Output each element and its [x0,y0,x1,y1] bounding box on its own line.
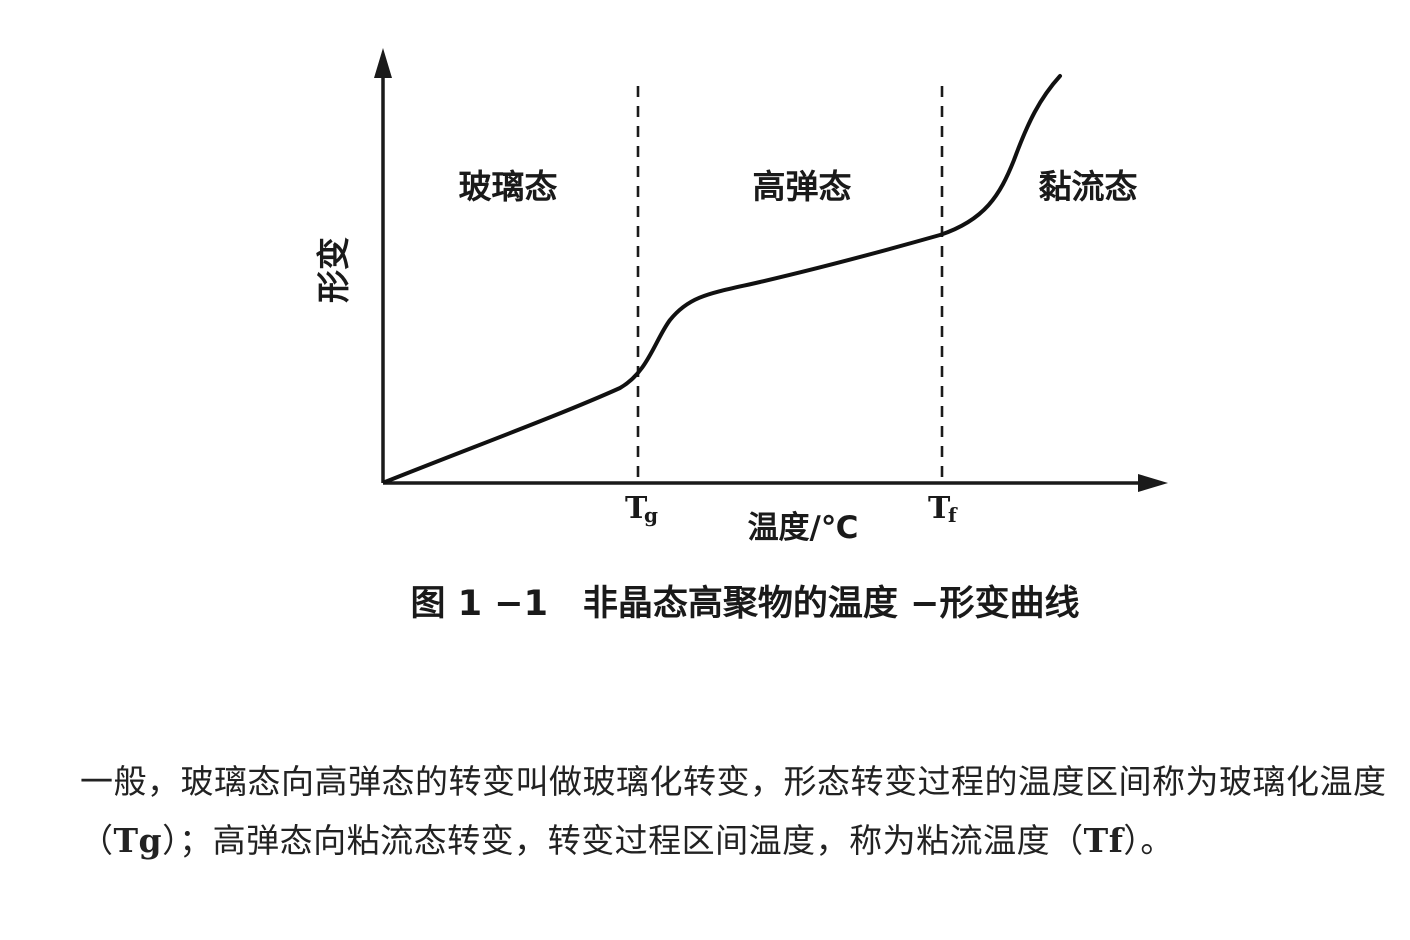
x-axis-arrow [1138,474,1168,492]
deformation-curve [383,74,1062,484]
figure-caption: 图 1 −1 非晶态高聚物的温度 −形变曲线 [411,584,1080,624]
y-axis-label: 形变 [314,237,353,303]
y-axis-arrow [374,48,392,78]
region-label-glassy: 玻璃态 [459,167,558,206]
paragraph-text-3: ）。 [1123,821,1174,860]
tick-tf: T f [928,491,958,527]
tick-tg-sub: g [644,503,658,527]
tick-tg-main: T [625,491,648,526]
region-label-rubbery: 高弹态 [753,167,852,206]
tg-term: Tg [113,821,163,860]
tick-tf-sub: f [948,503,958,527]
tf-term: Tf [1083,821,1124,860]
tick-tf-main: T [928,491,951,526]
explanation-paragraph: 一般，玻璃态向高弹态的转变叫做玻璃化转变，形态转变过程的温度区间称为玻璃化温度（… [80,752,1400,870]
paragraph-text-1: 一般，玻璃态向高弹态的转变叫做玻璃化转变，形态转变过程的温度区间称为玻璃化温度（ [80,762,1387,860]
chart-figure: 玻璃态 高弹态 黏流态 形变 T g T f 温度/℃ 图 1 −1 非晶态高聚… [314,48,1168,624]
region-label-viscous: 黏流态 [1039,167,1138,206]
tick-tg: T g [625,491,658,527]
x-axis-label: 温度/℃ [748,510,859,546]
paragraph-text-2: ）；高弹态向粘流态转变，转变过程区间温度，称为粘流温度（ [162,821,1084,860]
